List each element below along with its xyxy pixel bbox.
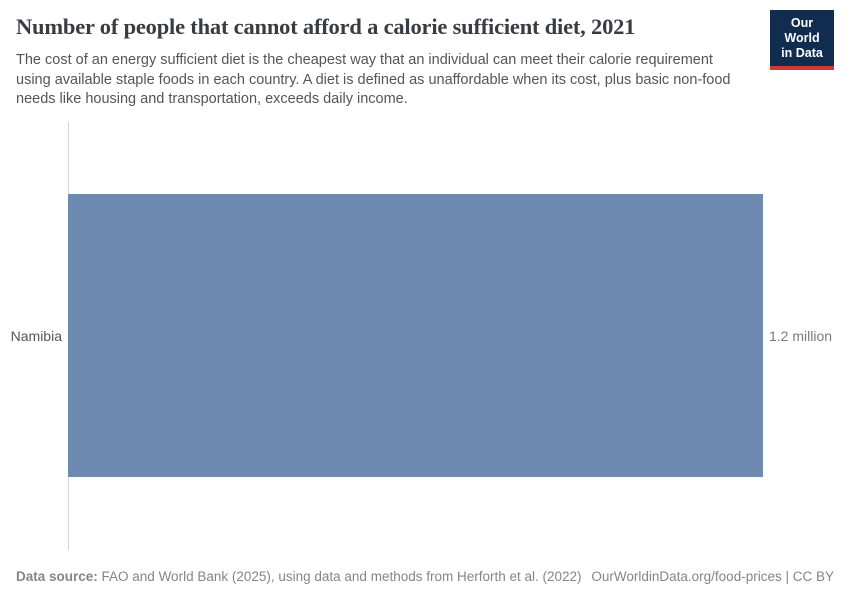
chart-subtitle: The cost of an energy sufficient diet is… xyxy=(16,52,731,107)
page-title: Number of people that cannot afford a ca… xyxy=(16,14,636,39)
category-label-namibia: Namibia xyxy=(10,328,62,344)
owid-url-link[interactable]: OurWorldinData.org/food-prices xyxy=(591,569,782,584)
bar-namibia[interactable] xyxy=(68,194,763,477)
footer-separator: | xyxy=(781,569,793,584)
data-source-note: Data source: FAO and World Bank (2025), … xyxy=(16,568,582,585)
cc-by-link[interactable]: CC BY xyxy=(792,569,834,584)
value-label-namibia: 1.2 million xyxy=(769,328,833,344)
license-note: OurWorldinData.org/food-prices | CC BY xyxy=(591,568,834,585)
chart-footer: Data source: FAO and World Bank (2025), … xyxy=(16,568,834,585)
data-source-text: FAO and World Bank (2025), using data an… xyxy=(97,569,582,584)
bar-track xyxy=(68,194,763,477)
owid-logo-line1: Our World xyxy=(784,16,820,45)
data-source-label: Data source: xyxy=(16,569,98,584)
owid-logo[interactable]: Our World in Data xyxy=(770,10,834,70)
owid-logo-line2: in Data xyxy=(781,46,823,60)
